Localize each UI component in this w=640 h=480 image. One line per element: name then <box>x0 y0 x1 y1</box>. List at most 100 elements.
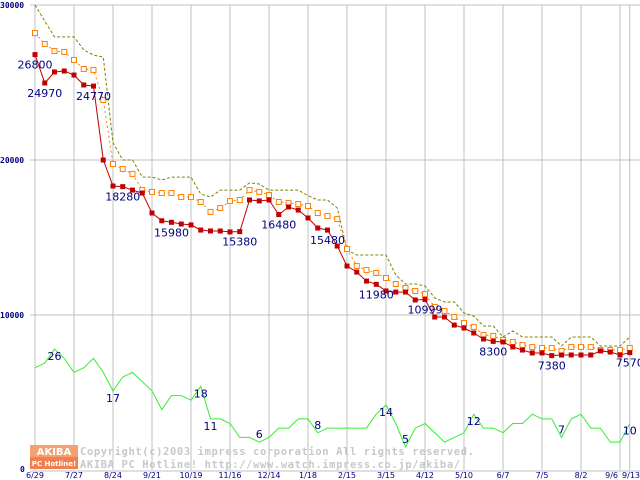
average-price-point <box>149 188 155 195</box>
min-price-point <box>266 197 272 203</box>
average-price-point <box>617 347 623 354</box>
average-price-point <box>363 267 370 274</box>
min-price-point <box>403 289 408 295</box>
average-price-point <box>217 205 224 212</box>
x-tick-label: 12/14 <box>257 471 280 480</box>
average-price-point <box>32 30 38 37</box>
shop-count-data-label: 17 <box>106 392 120 405</box>
min-price-data-label: 16480 <box>261 219 296 232</box>
logo-top-text: AKIBA <box>37 447 72 458</box>
min-price-point <box>364 278 369 284</box>
min-price-data-label: 7380 <box>538 360 566 373</box>
x-tick-label: 6/7 <box>497 471 510 480</box>
min-price-point <box>178 221 184 227</box>
average-price-point <box>129 170 136 177</box>
min-price-point <box>42 80 48 86</box>
y-tick-label: 0 <box>20 465 25 474</box>
average-price-point <box>266 192 272 199</box>
average-price-point <box>188 194 194 201</box>
min-price-point <box>422 297 428 303</box>
x-tick-label: 10/19 <box>179 471 202 480</box>
average-price-point <box>197 199 204 206</box>
min-price-point <box>559 352 564 358</box>
y-tick-label: 10000 <box>0 311 24 320</box>
data-labels: 26800 24970 24770 18280 15980 15380 16480 15480… <box>18 59 640 446</box>
average-price-point <box>529 343 536 350</box>
shop-count-data-label: 11 <box>204 420 218 433</box>
min-price-series <box>32 52 633 359</box>
max-price-series <box>34 4 631 347</box>
shop-count-line <box>34 348 631 448</box>
average-price-point <box>353 263 360 270</box>
min-price-point <box>71 72 77 78</box>
min-price-point <box>100 157 106 163</box>
min-price-point <box>354 269 360 275</box>
min-price-point <box>52 69 57 75</box>
average-price-point <box>324 212 331 219</box>
watermark: AKIBA PC Hotline! Copyright(c)2003 impre… <box>30 445 475 471</box>
min-price-point <box>490 338 496 344</box>
min-price-point <box>81 82 87 88</box>
average-price-series <box>32 30 633 354</box>
min-price-point <box>130 187 135 193</box>
min-price-point <box>617 352 623 358</box>
average-price-point <box>441 307 448 314</box>
average-price-point <box>61 48 68 55</box>
average-price-point <box>275 199 282 206</box>
min-price-point <box>217 228 223 234</box>
min-price-point <box>286 204 291 210</box>
average-price-point <box>168 190 175 197</box>
min-price-point <box>578 352 584 358</box>
min-price-point <box>120 184 126 190</box>
min-price-data-label: 11980 <box>359 288 394 301</box>
x-tick-label: 2/15 <box>338 471 356 480</box>
grid <box>30 4 640 472</box>
min-price-point <box>461 325 467 331</box>
average-price-point <box>236 196 243 203</box>
average-price-point <box>392 281 399 287</box>
average-price-point <box>246 187 253 194</box>
average-price-point <box>451 314 458 321</box>
min-price-point <box>588 352 594 358</box>
min-price-point <box>325 227 330 233</box>
copyright-text: Copyright(c)2003 impress corporation All… <box>80 446 475 458</box>
average-price-point <box>412 287 419 294</box>
site-url-text: AKIBA PC Hotline! http://www.watch.impre… <box>80 459 461 471</box>
shop-count-series <box>34 348 631 448</box>
x-tick-label: 9/13 <box>622 471 640 480</box>
average-price-point <box>51 48 58 55</box>
min-price-point <box>383 288 389 294</box>
min-price-point <box>598 348 603 354</box>
min-price-point <box>198 227 204 233</box>
min-price-data-label: 18280 <box>105 191 140 204</box>
x-tick-label: 11/16 <box>218 471 241 480</box>
average-price-point <box>110 161 116 168</box>
shop-count-data-label: 7 <box>558 423 565 436</box>
shop-count-data-label: 8 <box>314 419 321 432</box>
min-price-point <box>315 225 321 231</box>
average-price-point <box>470 323 477 330</box>
shop-count-data-label: 12 <box>467 415 481 428</box>
min-price-point <box>32 52 38 58</box>
average-price-point <box>314 210 321 217</box>
min-price-point <box>139 190 145 196</box>
average-price-point <box>431 303 438 310</box>
min-price-point <box>61 68 67 74</box>
average-price-point <box>80 66 87 73</box>
min-price-point <box>481 336 486 342</box>
min-price-point <box>627 350 633 356</box>
min-price-point <box>529 350 535 356</box>
average-price-point <box>295 201 302 208</box>
average-price-point <box>71 57 77 64</box>
min-price-data-label: 26800 <box>18 59 53 72</box>
average-price-point <box>461 320 467 327</box>
min-price-point <box>91 83 96 89</box>
x-tick-label: 7/5 <box>536 471 549 480</box>
average-price-point <box>422 291 428 298</box>
min-price-data-label: 10999 <box>408 304 443 317</box>
x-tick-label: 7/27 <box>65 471 83 480</box>
average-price-point <box>509 338 516 345</box>
min-price-point <box>344 263 350 269</box>
min-price-point <box>510 344 516 350</box>
average-price-point <box>548 345 555 352</box>
